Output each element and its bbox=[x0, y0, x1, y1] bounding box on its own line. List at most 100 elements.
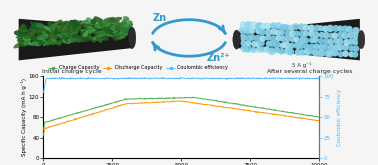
Ellipse shape bbox=[92, 21, 98, 28]
Ellipse shape bbox=[273, 41, 280, 48]
Ellipse shape bbox=[298, 23, 305, 31]
Ellipse shape bbox=[328, 33, 335, 39]
Ellipse shape bbox=[56, 27, 70, 33]
Ellipse shape bbox=[270, 22, 277, 29]
Ellipse shape bbox=[128, 27, 136, 49]
Ellipse shape bbox=[93, 31, 104, 40]
Ellipse shape bbox=[40, 37, 46, 42]
Ellipse shape bbox=[324, 49, 331, 57]
Ellipse shape bbox=[323, 32, 330, 38]
Ellipse shape bbox=[254, 35, 262, 42]
Ellipse shape bbox=[119, 33, 127, 39]
Ellipse shape bbox=[343, 39, 350, 46]
Ellipse shape bbox=[332, 25, 339, 32]
Ellipse shape bbox=[52, 20, 60, 30]
Ellipse shape bbox=[333, 38, 339, 44]
Ellipse shape bbox=[348, 45, 355, 51]
Ellipse shape bbox=[275, 30, 281, 36]
Ellipse shape bbox=[313, 43, 320, 50]
Ellipse shape bbox=[304, 44, 310, 50]
Ellipse shape bbox=[42, 30, 49, 38]
Ellipse shape bbox=[57, 39, 65, 44]
Ellipse shape bbox=[245, 40, 251, 46]
Ellipse shape bbox=[105, 18, 114, 28]
Ellipse shape bbox=[318, 38, 324, 44]
Ellipse shape bbox=[251, 41, 257, 47]
Ellipse shape bbox=[36, 23, 45, 29]
Ellipse shape bbox=[303, 30, 309, 37]
Ellipse shape bbox=[240, 33, 247, 41]
Ellipse shape bbox=[80, 20, 90, 31]
Ellipse shape bbox=[22, 36, 32, 41]
Ellipse shape bbox=[14, 30, 26, 36]
Ellipse shape bbox=[84, 31, 95, 41]
Ellipse shape bbox=[337, 25, 343, 32]
Ellipse shape bbox=[336, 44, 344, 51]
Polygon shape bbox=[239, 19, 360, 60]
Ellipse shape bbox=[34, 30, 44, 34]
Ellipse shape bbox=[58, 28, 71, 32]
Ellipse shape bbox=[115, 34, 122, 40]
Ellipse shape bbox=[26, 25, 37, 35]
Ellipse shape bbox=[48, 33, 60, 39]
Ellipse shape bbox=[49, 38, 61, 45]
Ellipse shape bbox=[346, 26, 353, 33]
Ellipse shape bbox=[92, 35, 98, 43]
Ellipse shape bbox=[119, 28, 133, 32]
Ellipse shape bbox=[245, 21, 252, 28]
Ellipse shape bbox=[333, 43, 341, 51]
Ellipse shape bbox=[308, 49, 314, 54]
Ellipse shape bbox=[119, 27, 127, 35]
Ellipse shape bbox=[102, 17, 112, 24]
Ellipse shape bbox=[17, 36, 26, 42]
Ellipse shape bbox=[68, 32, 76, 44]
Ellipse shape bbox=[71, 29, 79, 34]
Ellipse shape bbox=[285, 35, 291, 42]
Ellipse shape bbox=[69, 38, 77, 43]
Ellipse shape bbox=[348, 38, 354, 45]
Ellipse shape bbox=[25, 33, 34, 39]
Ellipse shape bbox=[302, 24, 309, 31]
Ellipse shape bbox=[270, 28, 277, 35]
Ellipse shape bbox=[280, 24, 287, 31]
Text: After several charge cycles: After several charge cycles bbox=[267, 69, 353, 74]
Ellipse shape bbox=[49, 40, 57, 45]
Ellipse shape bbox=[54, 26, 62, 34]
Ellipse shape bbox=[244, 45, 252, 52]
Ellipse shape bbox=[101, 22, 113, 30]
Ellipse shape bbox=[318, 25, 324, 31]
Ellipse shape bbox=[274, 47, 280, 53]
Ellipse shape bbox=[50, 30, 58, 37]
Ellipse shape bbox=[82, 24, 94, 32]
Ellipse shape bbox=[327, 38, 334, 45]
Ellipse shape bbox=[265, 29, 272, 36]
Ellipse shape bbox=[50, 35, 56, 42]
Ellipse shape bbox=[259, 28, 266, 36]
Ellipse shape bbox=[124, 23, 133, 32]
Ellipse shape bbox=[31, 35, 45, 41]
Ellipse shape bbox=[347, 31, 355, 39]
Ellipse shape bbox=[294, 41, 302, 49]
Ellipse shape bbox=[72, 20, 83, 25]
Ellipse shape bbox=[85, 25, 95, 30]
Ellipse shape bbox=[270, 35, 277, 42]
Ellipse shape bbox=[294, 36, 300, 42]
Ellipse shape bbox=[113, 31, 123, 37]
Ellipse shape bbox=[70, 20, 79, 27]
Ellipse shape bbox=[59, 23, 69, 31]
Ellipse shape bbox=[82, 34, 90, 38]
Ellipse shape bbox=[353, 45, 359, 52]
Ellipse shape bbox=[358, 31, 365, 49]
Ellipse shape bbox=[119, 31, 133, 36]
Ellipse shape bbox=[312, 49, 319, 56]
Ellipse shape bbox=[50, 30, 56, 36]
Ellipse shape bbox=[246, 34, 253, 42]
Ellipse shape bbox=[115, 21, 122, 30]
Ellipse shape bbox=[96, 32, 108, 37]
Text: Zn: Zn bbox=[152, 13, 167, 23]
Ellipse shape bbox=[80, 31, 91, 37]
Ellipse shape bbox=[293, 23, 299, 30]
Ellipse shape bbox=[290, 36, 296, 43]
Ellipse shape bbox=[79, 28, 90, 40]
Ellipse shape bbox=[99, 28, 109, 37]
